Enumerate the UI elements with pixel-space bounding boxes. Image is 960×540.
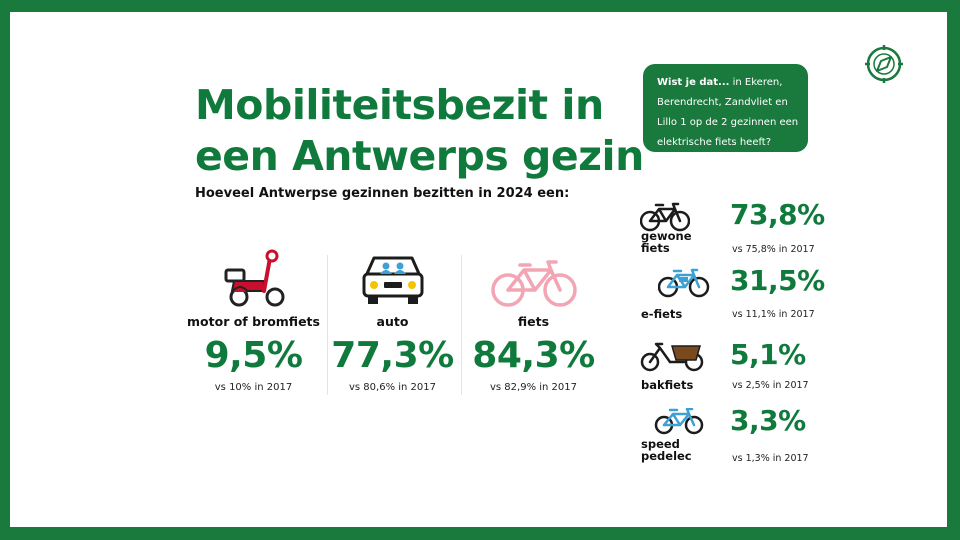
stat-label: fiets	[517, 314, 550, 329]
side-label: speed pedelec	[641, 437, 692, 463]
stat-compare: vs 82,9% in 2017	[490, 382, 577, 393]
car-icon	[325, 242, 460, 308]
stat-label: motor of bromfiets	[187, 314, 320, 329]
side-value: 31,5%	[730, 264, 825, 297]
callout-text: in Ekeren, Berendrecht, Zandvliet en Lil…	[657, 77, 799, 148]
side-compare: vs 75,8% in 2017	[732, 244, 815, 255]
compass-icon	[864, 44, 904, 88]
divider	[461, 255, 462, 395]
side-compare: vs 11,1% in 2017	[732, 309, 815, 320]
stat-value: 9,5%	[204, 335, 303, 376]
side-row-gewone-fiets: gewone fiets 73,8% vs 75,8% in 2017	[639, 198, 825, 264]
stat-value: 84,3%	[472, 335, 595, 376]
side-value: 5,1%	[730, 338, 806, 371]
side-compare: vs 1,3% in 2017	[732, 453, 809, 464]
stat-auto: auto 77,3% vs 80,6% in 2017	[325, 242, 460, 393]
page-title: Mobiliteitsbezit in een Antwerps gezin	[195, 81, 644, 180]
bicycle-icon	[466, 242, 601, 308]
subtitle: Hoeveel Antwerpse gezinnen bezitten in 2…	[195, 186, 570, 201]
e-bike-icon	[657, 268, 710, 302]
side-label: gewone fiets	[641, 229, 692, 255]
side-label: bakfiets	[641, 378, 694, 392]
side-label: e-fiets	[641, 307, 683, 321]
speed-pedelec-icon	[654, 407, 704, 440]
side-row-speed-pedelec: speed pedelec 3,3% vs 1,3% in 2017	[640, 404, 820, 470]
stat-compare: vs 80,6% in 2017	[349, 382, 436, 393]
stat-motor-bromfiets: motor of bromfiets 9,5% vs 10% in 2017	[186, 242, 321, 393]
fact-callout: Wist je dat... in Ekeren, Berendrecht, Z…	[643, 64, 808, 152]
side-compare: vs 2,5% in 2017	[732, 380, 809, 391]
side-value: 3,3%	[730, 404, 806, 437]
side-row-bakfiets: bakfiets 5,1% vs 2,5% in 2017	[640, 338, 820, 404]
stat-label: auto	[376, 314, 409, 329]
side-value: 73,8%	[730, 198, 825, 231]
scooter-icon	[186, 242, 321, 308]
stat-compare: vs 10% in 2017	[214, 382, 293, 393]
cargo-bike-icon	[640, 342, 706, 376]
divider	[327, 255, 328, 395]
stat-value: 77,3%	[331, 335, 454, 376]
callout-lead: Wist je dat...	[657, 77, 730, 88]
side-row-e-fiets: e-fiets 31,5% vs 11,1% in 2017	[640, 264, 825, 330]
stat-fiets: fiets 84,3% vs 82,9% in 2017	[466, 242, 601, 393]
bicycle-icon	[639, 202, 691, 236]
